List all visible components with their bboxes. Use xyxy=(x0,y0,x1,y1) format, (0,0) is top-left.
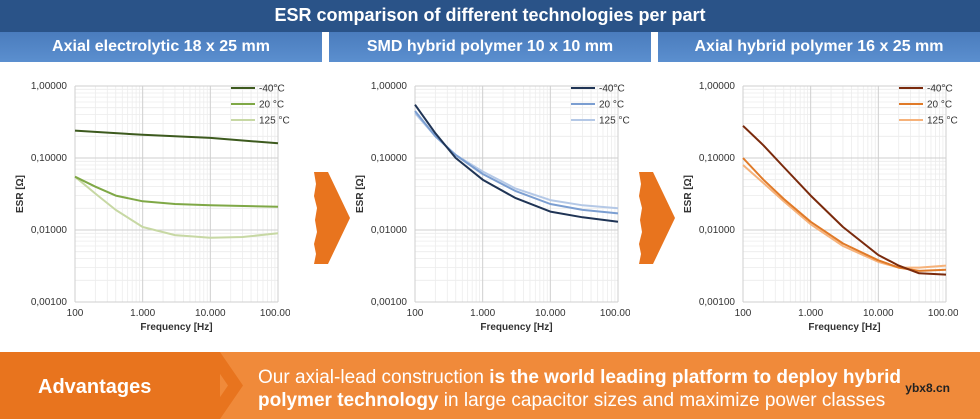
series-line xyxy=(742,157,947,272)
legend-label: 20 °C xyxy=(927,100,952,111)
banner-title: ESR comparison of different technologies… xyxy=(0,0,980,32)
y-tick-label: 0,10000 xyxy=(371,153,408,164)
x-tick-label: 100.000 xyxy=(260,308,290,319)
message-box xyxy=(220,352,980,419)
legend-label: 125 °C xyxy=(599,116,630,127)
chart-smd-hybrid: 100 1.000 10.000 100.000 1,00000 0,10000 0,010… xyxy=(355,81,630,333)
legend-label: -40°C xyxy=(927,84,953,95)
x-tick-label: 1.000 xyxy=(470,308,495,319)
advantages-message: Our axial-lead construction is the world… xyxy=(258,366,968,412)
series-line xyxy=(414,104,619,223)
y-tick-label: 0,10000 xyxy=(31,153,68,164)
panel-title-axial-electrolytic: Axial electrolytic 18 x 25 mm xyxy=(0,32,322,62)
chart-axial-hybrid: 100 1.000 10.000 100.000 1,00000 0,10000 0,010… xyxy=(683,81,958,333)
y-tick-label: 0,10000 xyxy=(699,153,736,164)
x-axis-title: Frequency [Hz] xyxy=(480,322,552,333)
legend-label: 125 °C xyxy=(927,116,958,127)
x-axis-title: Frequency [Hz] xyxy=(808,322,880,333)
y-tick-label: 0,00100 xyxy=(31,297,68,308)
advantages-bar: Advantages Our axial-lead construction i… xyxy=(0,352,980,419)
y-axis-title: ESR [Ω] xyxy=(15,175,26,213)
message-highlight: is the world leading platform to deploy … xyxy=(258,367,901,411)
legend-label: 125 °C xyxy=(259,116,290,127)
series-line xyxy=(414,112,619,210)
series-line xyxy=(414,110,619,215)
y-tick-label: 0,01000 xyxy=(699,225,736,236)
series-line xyxy=(74,175,279,208)
legend-label: 20 °C xyxy=(259,100,284,111)
y-tick-label: 0,00100 xyxy=(371,297,408,308)
legend-label: -40°C xyxy=(599,84,625,95)
x-tick-label: 1.000 xyxy=(130,308,155,319)
x-tick-label: 100 xyxy=(407,308,424,319)
y-axis-title: ESR [Ω] xyxy=(683,175,694,213)
series-line xyxy=(74,129,279,145)
x-tick-label: 100 xyxy=(735,308,752,319)
watermark: ybx8.cn xyxy=(905,381,950,395)
legend-label: 20 °C xyxy=(599,100,624,111)
y-tick-label: 0,01000 xyxy=(31,225,68,236)
series-line xyxy=(742,164,947,269)
panel-title-smd-hybrid: SMD hybrid polymer 10 x 10 mm xyxy=(329,32,651,62)
x-tick-label: 1.000 xyxy=(798,308,823,319)
series-line xyxy=(74,175,279,239)
x-tick-label: 100.000 xyxy=(600,308,630,319)
y-tick-label: 1,00000 xyxy=(31,81,68,92)
x-tick-label: 100.000 xyxy=(928,308,958,319)
x-tick-label: 10.000 xyxy=(535,308,566,319)
advantages-box xyxy=(0,352,240,419)
chart-axial-electrolytic: 100 1.000 10.000 100.000 1,00000 0,10000 0,010… xyxy=(15,81,290,333)
arrow-right-icon xyxy=(639,172,675,264)
x-axis-title: Frequency [Hz] xyxy=(140,322,212,333)
x-tick-label: 10.000 xyxy=(863,308,894,319)
x-tick-label: 100 xyxy=(67,308,84,319)
message-part-1: Our axial-lead construction xyxy=(258,367,490,388)
arrow-right-icon xyxy=(314,172,350,264)
panel-title-axial-hybrid: Axial hybrid polymer 16 x 25 mm xyxy=(658,32,980,62)
legend-label: -40°C xyxy=(259,84,285,95)
y-tick-label: 0,00100 xyxy=(699,297,736,308)
message-part-2: in large capacitor sizes and maximize po… xyxy=(438,390,886,411)
y-tick-label: 1,00000 xyxy=(699,81,736,92)
y-tick-label: 1,00000 xyxy=(371,81,408,92)
series-line xyxy=(742,125,947,276)
y-tick-label: 0,01000 xyxy=(371,225,408,236)
chevron-right-icon xyxy=(205,352,243,419)
y-axis-title: ESR [Ω] xyxy=(355,175,366,213)
advantages-label: Advantages xyxy=(38,376,152,398)
x-tick-label: 10.000 xyxy=(195,308,226,319)
